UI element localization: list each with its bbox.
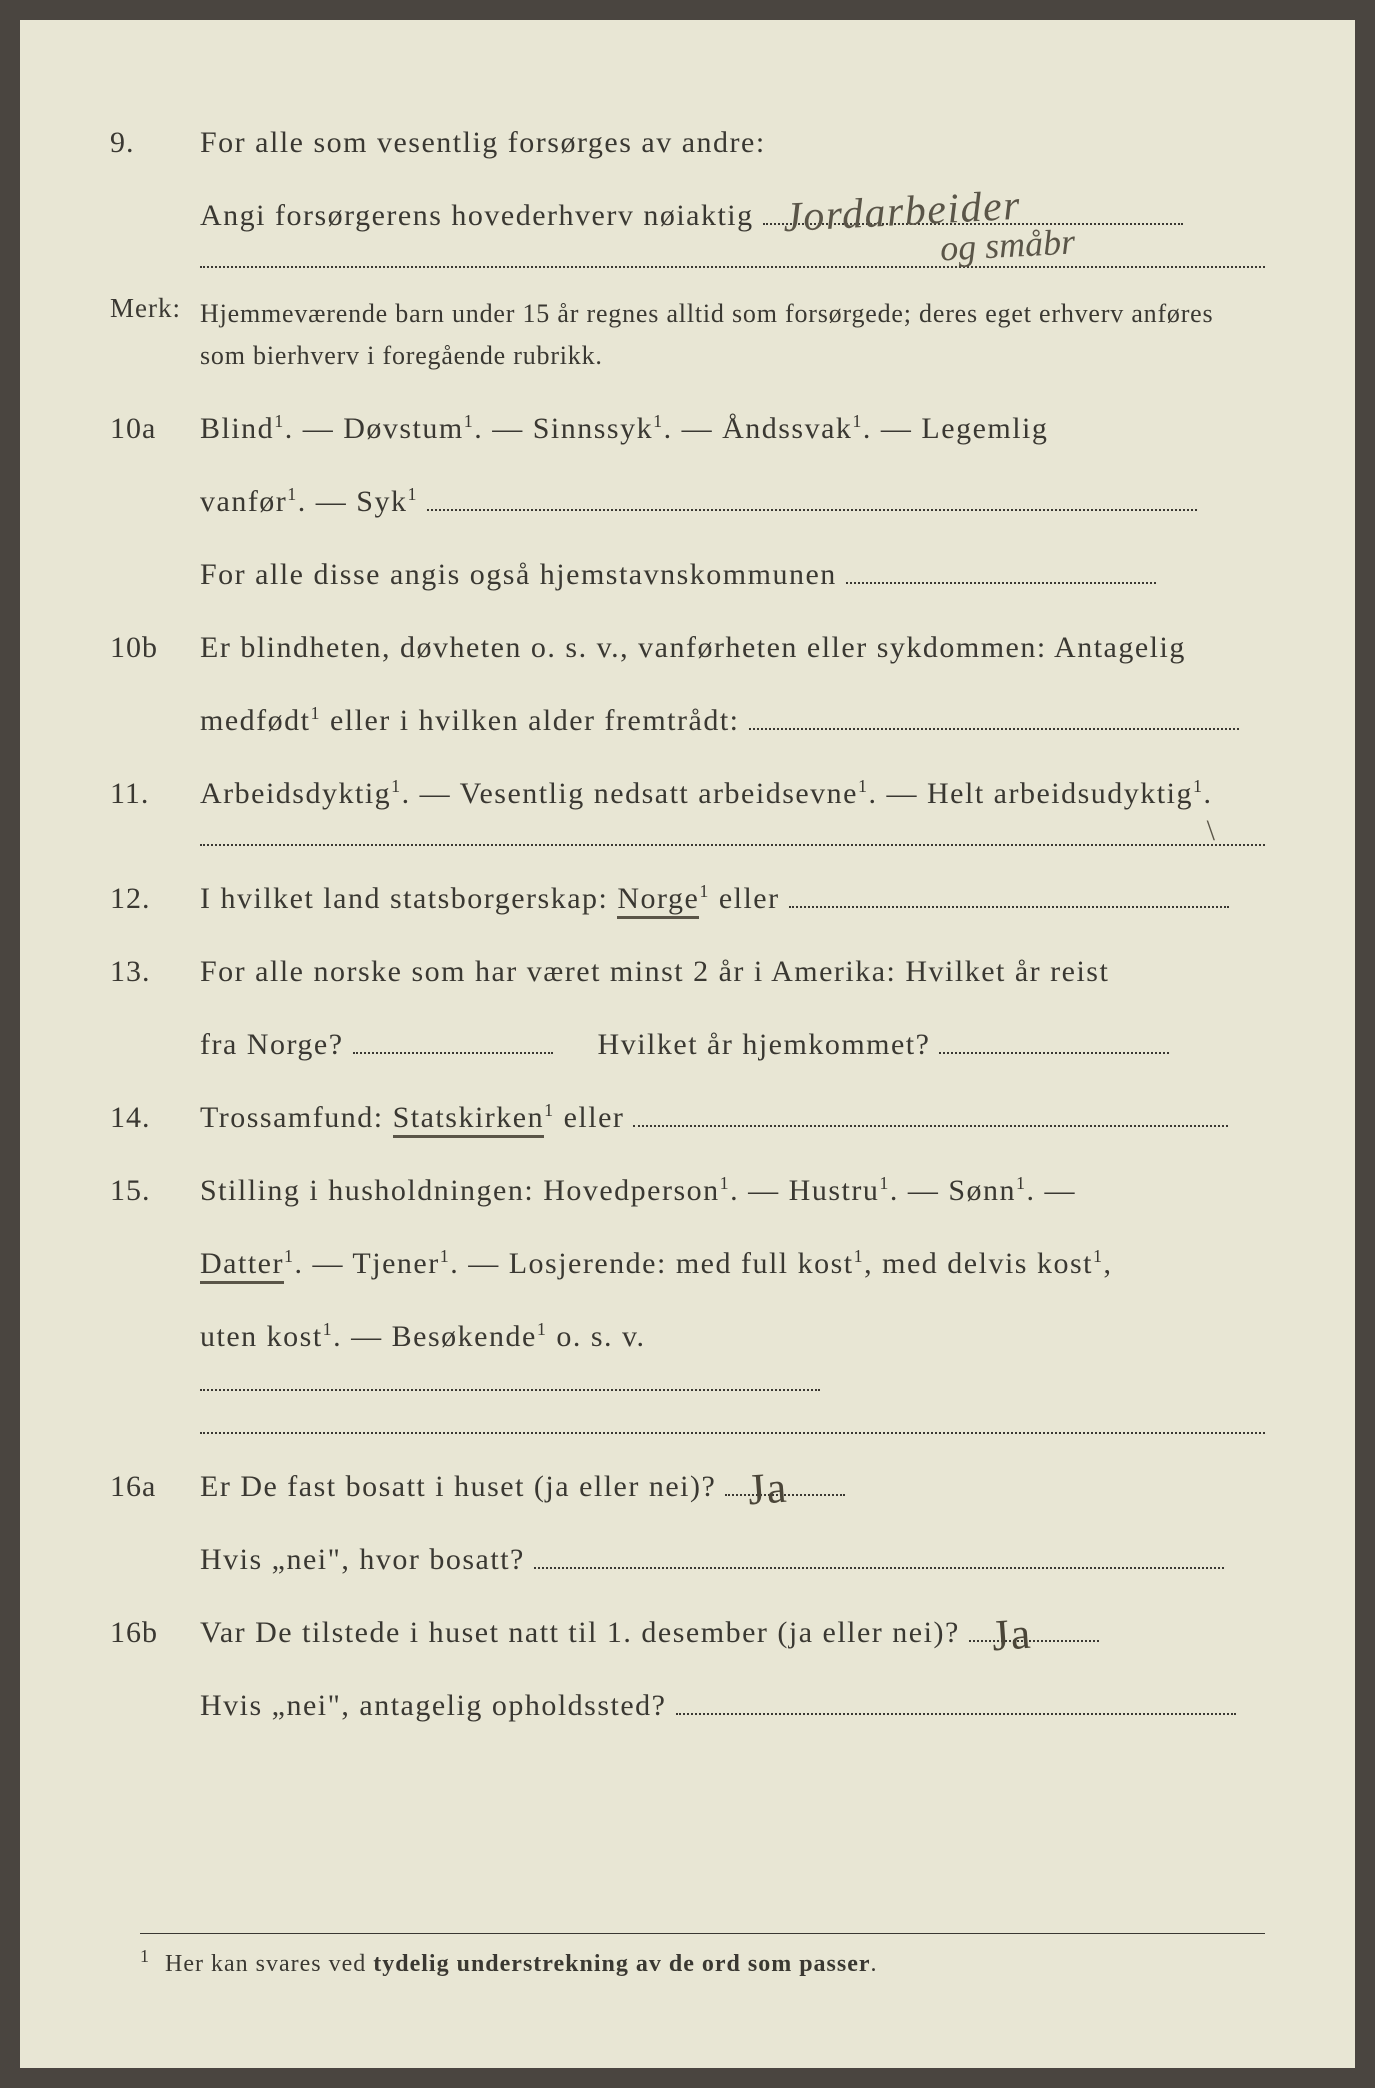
q10b-number: 10b (110, 625, 200, 670)
q16a-number: 16a (110, 1464, 200, 1509)
q16a-line2: Hvis „nei", hvor bosatt? (110, 1537, 1265, 1582)
q10a-line2: vanfør1. — Syk1 (110, 479, 1265, 524)
q16a-line1: 16a Er De fast bosatt i huset (ja eller … (110, 1464, 1265, 1509)
q9-text1: For alle som vesentlig forsørges av andr… (200, 120, 1265, 165)
q14-underlined: Statskirken (393, 1101, 545, 1138)
q16a-fill1: Ja (725, 1494, 845, 1496)
q16b-fill2 (676, 1713, 1236, 1715)
footnote-num: 1 (140, 1946, 150, 1966)
q15-line2: Datter1. — Tjener1. — Losjerende: med fu… (110, 1241, 1265, 1286)
q9-handwritten2: og småbr (939, 220, 1076, 269)
q14-fill (633, 1125, 1228, 1127)
q10a-number: 10a (110, 406, 200, 451)
footnote-bold: tydelig understrekning av de ord som pas… (373, 1951, 870, 1977)
q15-fill (200, 1389, 820, 1391)
q10b-fill (749, 728, 1239, 730)
q15-fill2 (200, 1432, 1265, 1434)
q11-number: 11. (110, 771, 200, 816)
q16b-line2: Hvis „nei", antagelig opholdssted? (110, 1683, 1265, 1728)
q9-number: 9. (110, 120, 200, 165)
q12-fill (789, 906, 1229, 908)
q10a-line3: For alle disse angis også hjemstavnskomm… (110, 552, 1265, 597)
q13-text1: For alle norske som har været minst 2 år… (200, 949, 1265, 994)
q9-fill-line2-wrap: og småbr (200, 266, 1265, 268)
footnote: 1 Her kan svares ved tydelig understrekn… (140, 1933, 1265, 1978)
q15-underlined: Datter (200, 1247, 284, 1284)
q16a-fill2 (534, 1567, 1224, 1569)
q12-underlined: Norge (617, 882, 699, 919)
q16b-line1: 16b Var De tilstede i huset natt til 1. … (110, 1610, 1265, 1655)
census-form-page: 9. For alle som vesentlig forsørges av a… (20, 20, 1355, 2068)
q14: 14. Trossamfund: Statskirken1 eller (110, 1095, 1265, 1140)
q12: 12. I hvilket land statsborgerskap: Norg… (110, 876, 1265, 921)
q10b-text1: Er blindheten, døvheten o. s. v., vanfør… (200, 625, 1265, 670)
q15-line1: 15. Stilling i husholdningen: Hovedperso… (110, 1168, 1265, 1213)
q15-number: 15. (110, 1168, 200, 1213)
q15-line3: uten kost1. — Besøkende1 o. s. v. (110, 1314, 1265, 1404)
q9-fill-line2: og småbr (200, 266, 1265, 268)
q12-number: 12. (110, 876, 200, 921)
q10a-fill2 (846, 582, 1156, 584)
q11-line1: 11. Arbeidsdyktig1. — Vesentlig nedsatt … (110, 771, 1265, 816)
q13-line2: fra Norge? Hvilket år hjemkommet? (110, 1022, 1265, 1067)
q13-fill2 (939, 1052, 1169, 1054)
q9-line2: Angi forsørgerens hovederhverv nøiaktig … (110, 193, 1265, 238)
merk-label: Merk: (110, 293, 200, 376)
q9-text2: Angi forsørgerens hovederhverv nøiaktig (200, 199, 754, 232)
q16b-answer: Ja (990, 1601, 1034, 1670)
q13-number: 13. (110, 949, 200, 994)
merk-text: Hjemmeværende barn under 15 år regnes al… (200, 293, 1265, 376)
merk-row: Merk: Hjemmeværende barn under 15 år reg… (110, 293, 1265, 376)
q9-fill-line: Jordarbeider (763, 223, 1183, 225)
q10b-line2: medfødt1 eller i hvilken alder fremtrådt… (110, 698, 1265, 743)
q16b-number: 16b (110, 1610, 200, 1655)
q16a-answer: Ja (746, 1455, 790, 1524)
q13-line1: 13. For alle norske som har været minst … (110, 949, 1265, 994)
stray-mark-1: \ (1207, 814, 1215, 848)
q10a-fill (427, 509, 1197, 511)
q14-number: 14. (110, 1095, 200, 1140)
q13-fill1 (353, 1052, 553, 1054)
q10a-line1: 10a Blind1. — Døvstum1. — Sinnssyk1. — Å… (110, 406, 1265, 451)
q9-line1: 9. For alle som vesentlig forsørges av a… (110, 120, 1265, 165)
q16b-fill1: Ja (969, 1640, 1099, 1642)
q11-fill: \ (200, 844, 1265, 846)
q10b-line1: 10b Er blindheten, døvheten o. s. v., va… (110, 625, 1265, 670)
